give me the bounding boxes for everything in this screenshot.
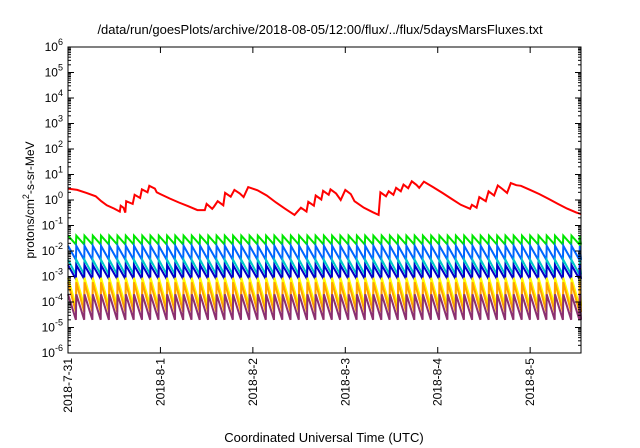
y-tick-label-8: 102 [45, 139, 63, 156]
x-tick-label-2: 2018-8-2 [246, 358, 260, 406]
x-tick-label-4: 2018-8-4 [431, 358, 445, 406]
y-tick-label-0: 10-6 [42, 343, 63, 360]
series-line-6 [67, 281, 582, 313]
y-tick-label-6: 100 [45, 190, 63, 207]
x-tick-label-5: 2018-8-5 [523, 358, 537, 406]
y-tick-label-3: 10-3 [42, 267, 63, 284]
x-tick-label-0: 2018-7-31 [61, 358, 75, 413]
y-tick-label-11: 105 [45, 63, 63, 80]
series-line-0 [67, 179, 582, 217]
y-tick-label-7: 101 [45, 165, 63, 182]
y-tick-label-10: 104 [45, 88, 63, 105]
y-tick-label-9: 103 [45, 114, 63, 131]
chart-title: /data/run/goesPlots/archive/2018-08-05/1… [97, 22, 543, 37]
y-tick-label-4: 10-2 [42, 241, 63, 258]
x-tick-label-1: 2018-8-1 [153, 358, 167, 406]
series-line-5 [67, 277, 582, 307]
series-line-1 [67, 233, 582, 248]
y-tick-label-5: 10-1 [42, 216, 63, 233]
series-line-7 [67, 294, 582, 321]
y-tick-label-1: 10-5 [42, 318, 63, 335]
series-line-3 [67, 255, 582, 279]
series-line-2 [67, 242, 582, 264]
series-line-4 [67, 261, 582, 283]
y-tick-label-12: 106 [45, 37, 63, 54]
y-axis-label: protons/cm2-s-sr-MeV [21, 141, 37, 258]
y-tick-label-2: 10-4 [42, 292, 63, 309]
x-axis-label: Coordinated Universal Time (UTC) [224, 430, 424, 445]
x-tick-label-3: 2018-8-3 [338, 358, 352, 406]
